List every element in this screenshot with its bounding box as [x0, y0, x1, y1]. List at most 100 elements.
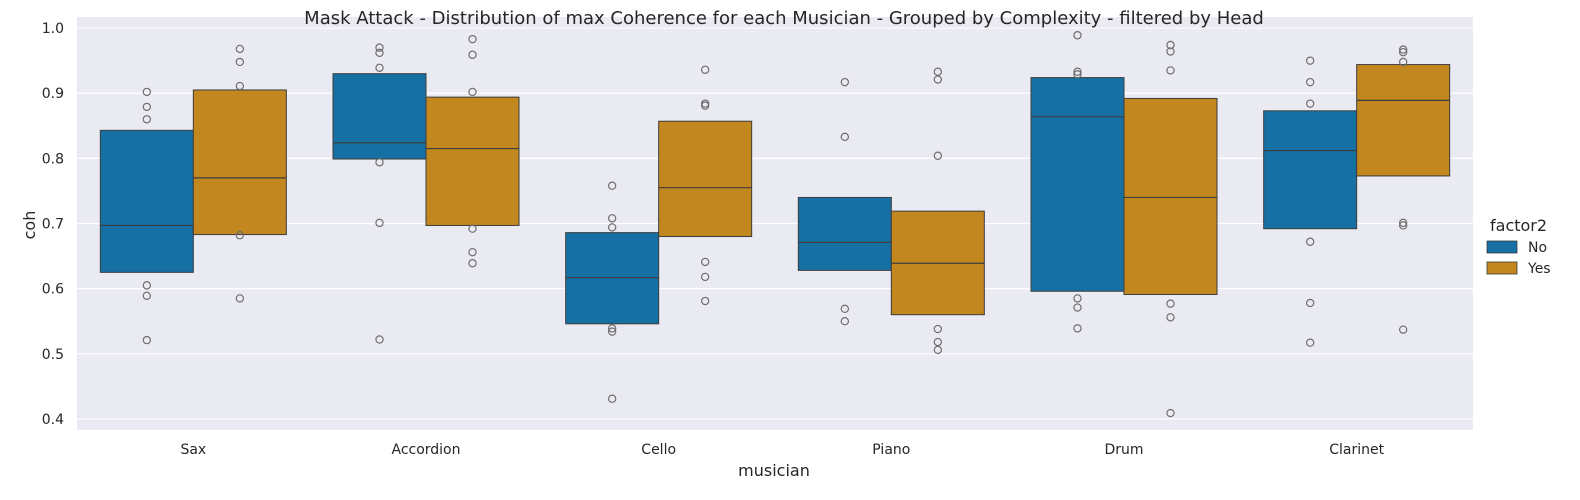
- x-tick-label: Piano: [872, 442, 910, 458]
- y-tick-label: 0.5: [42, 347, 64, 363]
- outlier-point: [468, 224, 477, 233]
- outlier-point: [235, 44, 245, 54]
- box-body: [192, 89, 287, 236]
- box-body: [332, 73, 427, 160]
- outlier-point: [700, 272, 710, 282]
- outlier-point: [142, 115, 152, 124]
- box-clarinet-yes: [1356, 45, 1451, 334]
- legend-label-yes: Yes: [1527, 261, 1551, 277]
- outlier-point: [375, 63, 384, 73]
- y-tick-label: 0.7: [42, 217, 64, 233]
- outlier-point: [142, 291, 152, 301]
- outlier-point: [1166, 66, 1175, 75]
- outlier-point: [375, 43, 384, 52]
- outlier-point: [375, 335, 384, 344]
- outlier-point: [142, 102, 152, 112]
- outlier-point: [375, 158, 384, 167]
- box-drum-no: [1030, 31, 1125, 333]
- outlier-point: [235, 231, 245, 240]
- outlier-point: [468, 247, 477, 257]
- outlier-point: [607, 181, 617, 190]
- outlier-point: [375, 48, 384, 58]
- outlier-point: [468, 259, 477, 268]
- box-body: [1356, 64, 1451, 177]
- box-piano-yes: [890, 67, 985, 355]
- outlier-point: [1166, 47, 1175, 56]
- outlier-point: [1398, 45, 1408, 54]
- box-plots: [99, 31, 1451, 418]
- outlier-point: [1073, 303, 1082, 312]
- x-tick-label: Sax: [180, 442, 206, 458]
- outlier-point: [1166, 313, 1175, 322]
- outlier-point: [1305, 338, 1315, 347]
- outlier-point: [840, 317, 850, 326]
- gridlines: [77, 27, 1473, 420]
- outlier-point: [235, 57, 245, 67]
- outlier-point: [700, 257, 710, 267]
- legend-swatch-yes: [1486, 261, 1518, 275]
- box-body: [565, 232, 660, 325]
- outlier-point: [700, 101, 710, 110]
- x-tick-label: Clarinet: [1329, 442, 1384, 458]
- box-sax-no: [99, 87, 194, 345]
- outlier-point: [468, 34, 477, 44]
- box-cello-yes: [658, 65, 753, 306]
- outlier-point: [1073, 324, 1082, 333]
- outlier-point: [142, 281, 152, 290]
- box-clarinet-no: [1263, 56, 1358, 347]
- outlier-point: [840, 132, 850, 142]
- outlier-point: [1398, 221, 1408, 230]
- box-body: [1030, 77, 1125, 292]
- y-tick-label: 0.9: [42, 86, 64, 102]
- outlier-point: [840, 77, 850, 87]
- outlier-point: [1166, 40, 1175, 50]
- outlier-point: [1305, 56, 1315, 65]
- box-drum-yes: [1123, 40, 1218, 418]
- outlier-point: [468, 50, 477, 59]
- outlier-point: [607, 223, 617, 232]
- outlier-point: [1073, 67, 1082, 76]
- outlier-point: [1398, 325, 1408, 334]
- outlier-point: [1166, 408, 1175, 418]
- box-body: [797, 196, 892, 271]
- outlier-point: [700, 65, 710, 74]
- box-body: [425, 96, 520, 226]
- outlier-point: [933, 324, 943, 334]
- outlier-point: [933, 345, 943, 355]
- y-tick-label: 0.4: [42, 412, 64, 428]
- legend-title: factor2: [1490, 216, 1547, 235]
- y-tick-label: 0.8: [42, 151, 64, 167]
- outlier-point: [1166, 299, 1175, 308]
- outlier-point: [933, 67, 943, 76]
- chart-title: Mask Attack - Distribution of max Cohere…: [304, 8, 1264, 29]
- x-axis-ticks: Sax Accordion Cello Piano Drum Clarinet: [180, 442, 1384, 458]
- outlier-point: [933, 75, 943, 84]
- legend-swatch-no: [1486, 240, 1518, 254]
- box-accordion-no: [332, 43, 427, 344]
- outlier-point: [607, 324, 617, 333]
- outlier-point: [1305, 237, 1315, 246]
- outlier-point: [607, 214, 617, 223]
- y-axis-ticks: 0.4 0.5 0.6 0.7 0.8 0.9 1.0: [42, 21, 64, 428]
- outlier-point: [607, 327, 617, 336]
- outlier-point: [1073, 70, 1082, 79]
- outlier-point: [142, 87, 152, 97]
- outlier-point: [1398, 218, 1408, 228]
- box-piano-no: [797, 77, 892, 326]
- outlier-point: [375, 218, 384, 228]
- outlier-point: [1073, 294, 1082, 303]
- outlier-point: [468, 87, 477, 97]
- outlier-point: [933, 151, 943, 160]
- outlier-point: [933, 337, 943, 347]
- outlier-point: [1305, 298, 1315, 308]
- outlier-point: [142, 335, 152, 345]
- box-cello-no: [565, 181, 660, 403]
- y-axis-label: coh: [20, 211, 39, 240]
- outlier-point: [1305, 77, 1315, 87]
- x-axis-label: musician: [738, 461, 810, 480]
- outlier-point: [1398, 57, 1408, 67]
- outlier-point: [840, 304, 850, 314]
- box-body: [658, 120, 753, 238]
- x-tick-label: Drum: [1104, 442, 1143, 458]
- outlier-point: [235, 81, 245, 91]
